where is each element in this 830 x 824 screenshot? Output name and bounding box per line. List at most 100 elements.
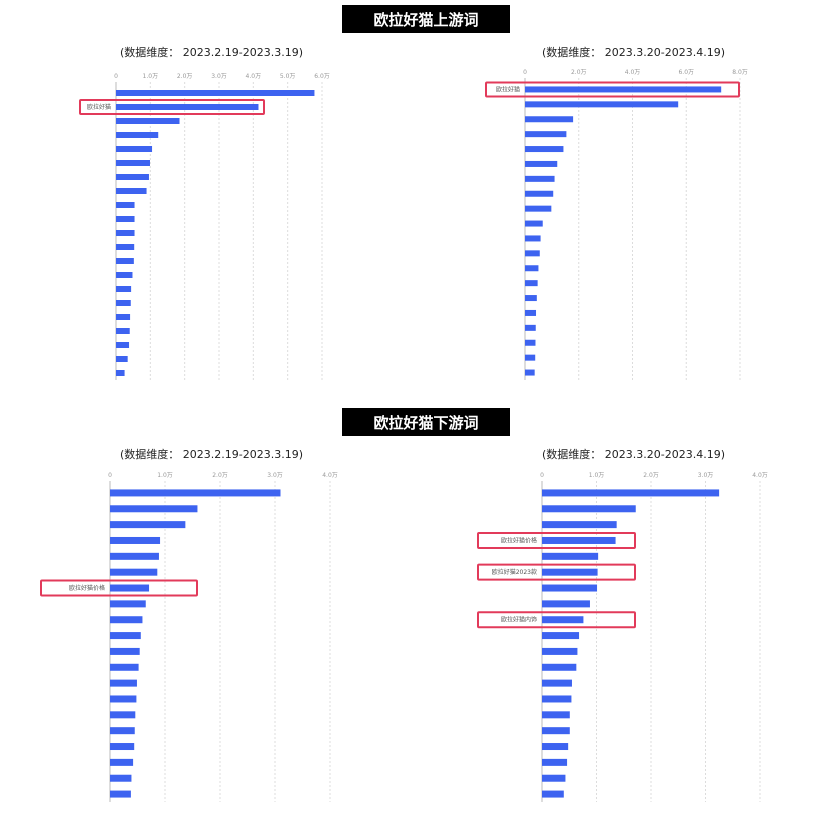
bar (116, 216, 135, 222)
chart-subtitle: (数据维度： 2023.2.19-2023.3.19) (120, 448, 304, 461)
chart-subtitle: (数据维度： 2023.3.20-2023.4.19) (542, 46, 726, 59)
tick-label: 2.0万 (212, 472, 228, 479)
bar (525, 131, 567, 138)
bar (110, 616, 143, 624)
highlight-box (40, 579, 198, 597)
bar (542, 616, 584, 624)
tick-label: 4.0万 (246, 73, 262, 80)
bar (116, 104, 259, 110)
bar (542, 774, 566, 782)
bar (542, 758, 568, 766)
tick-label: 4.0万 (322, 472, 338, 479)
bar (110, 774, 132, 782)
bar (542, 679, 572, 687)
bar (542, 536, 616, 544)
bar (116, 118, 180, 124)
bar (542, 632, 580, 640)
bar (116, 132, 159, 138)
section-banner-upstream: 欧拉好猫上游词 (342, 5, 510, 33)
bar (116, 230, 135, 236)
bar (110, 568, 158, 576)
bar (542, 584, 598, 592)
bar (116, 342, 130, 348)
bar (110, 790, 131, 798)
bar (525, 175, 555, 182)
bar (542, 489, 720, 497)
tick-label: 1.0万 (157, 472, 173, 479)
tick-label: 5.0万 (280, 73, 296, 80)
tick-label: 3.0万 (211, 73, 227, 80)
bar (110, 584, 150, 592)
bar (525, 309, 537, 316)
tick-label: 0 (540, 472, 544, 479)
tick-label: 6.0万 (314, 73, 330, 80)
bar (116, 146, 153, 152)
bar (525, 160, 558, 167)
bar (525, 86, 722, 93)
bar (542, 711, 570, 719)
bar (542, 568, 598, 576)
bar (110, 663, 139, 671)
bar (110, 505, 198, 513)
bar (542, 790, 564, 798)
bar (525, 146, 564, 153)
bar (116, 258, 134, 264)
bar (110, 679, 137, 687)
bar (116, 188, 147, 194)
tick-label: 4.0万 (625, 69, 641, 76)
tick-label: 3.0万 (698, 472, 714, 479)
bar (525, 235, 541, 242)
bar (116, 272, 133, 278)
bar (110, 521, 186, 529)
bar (116, 90, 315, 96)
bar (116, 202, 135, 208)
bar (116, 370, 125, 376)
bar (110, 695, 137, 703)
bar (116, 286, 132, 292)
highlight-box (79, 99, 265, 115)
bar (116, 174, 149, 180)
bar (110, 743, 135, 751)
bar (525, 190, 554, 197)
bar (542, 647, 578, 655)
bar (542, 505, 636, 513)
bar (116, 160, 150, 166)
bar (542, 552, 599, 560)
bar (116, 244, 135, 250)
bar (110, 758, 134, 766)
bar (542, 663, 577, 671)
bar (110, 552, 159, 560)
tick-label: 1.0万 (143, 73, 159, 80)
bar (110, 489, 281, 497)
highlight-box (485, 81, 740, 98)
bar (525, 339, 536, 346)
bar (116, 300, 131, 306)
bar (525, 280, 538, 287)
tick-label: 8.0万 (732, 69, 748, 76)
bar (110, 632, 141, 640)
tick-label: 4.0万 (752, 472, 768, 479)
bar (110, 647, 140, 655)
tick-label: 2.0万 (643, 472, 659, 479)
section-banner-downstream: 欧拉好猫下游词 (342, 408, 510, 436)
bar (525, 220, 543, 227)
highlight-box (477, 531, 636, 549)
bar (525, 205, 552, 212)
bar (116, 356, 128, 362)
bar (525, 369, 535, 376)
tick-label: 1.0万 (589, 472, 605, 479)
bar-category-label: 欧拉好猫2023款 (492, 568, 537, 576)
bar-category-label: 欧拉好猫价格 (501, 536, 537, 544)
bar (542, 743, 569, 751)
bar (110, 536, 161, 544)
bar (542, 695, 572, 703)
bar (525, 354, 536, 361)
bar (116, 328, 130, 334)
chart-subtitle: (数据维度： 2023.2.19-2023.3.19) (120, 46, 304, 59)
tick-label: 0 (523, 69, 527, 76)
highlight-box (477, 563, 636, 581)
highlight-box (477, 611, 636, 629)
